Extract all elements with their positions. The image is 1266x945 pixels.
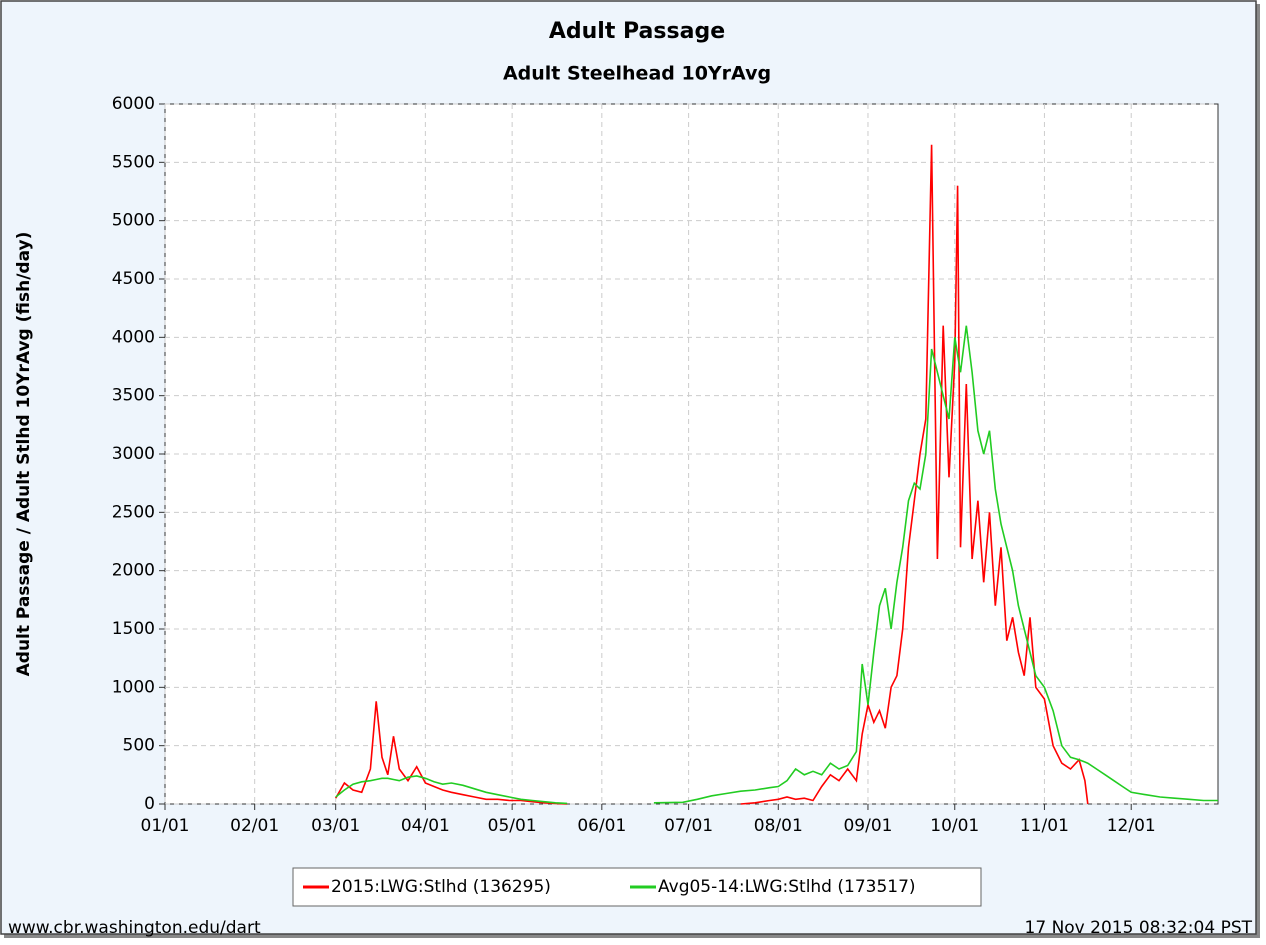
y-tick-label: 3500 — [112, 386, 155, 406]
y-tick-label: 1000 — [112, 677, 155, 697]
legend-label: Avg05-14:LWG:Stlhd (173517) — [658, 877, 916, 897]
x-tick-label: 08/01 — [754, 816, 803, 836]
y-tick-label: 0 — [144, 794, 155, 814]
x-tick-label: 10/01 — [930, 816, 979, 836]
y-tick-label: 2500 — [112, 502, 155, 522]
x-tick-label: 05/01 — [488, 816, 537, 836]
footer-right: 17 Nov 2015 08:32:04 PST — [1025, 918, 1253, 938]
x-tick-label: 09/01 — [843, 816, 892, 836]
y-tick-label: 3000 — [112, 444, 155, 464]
line — [335, 144, 1089, 805]
y-tick-label: 4000 — [112, 327, 155, 347]
y-tick-label: 1500 — [112, 619, 155, 639]
x-tick-label: 11/01 — [1020, 816, 1069, 836]
x-tick-label: 03/01 — [311, 816, 360, 836]
x-tick-label: 06/01 — [577, 816, 626, 836]
chart-subtitle: Adult Steelhead 10YrAvg — [503, 63, 771, 85]
chart-title: Adult Passage — [549, 19, 725, 44]
x-tick-label: 04/01 — [401, 816, 450, 836]
y-tick-label: 5000 — [112, 211, 155, 231]
y-axis-label: Adult Passage / Adult Stlhd 10YrAvg (fis… — [14, 232, 34, 677]
y-tick-label: 500 — [123, 736, 155, 756]
y-tick-label: 2000 — [112, 561, 155, 581]
x-tick-label: 01/01 — [141, 816, 190, 836]
y-tick-label: 4500 — [112, 269, 155, 289]
y-tick-label: 5500 — [112, 152, 155, 172]
x-tick-label: 02/01 — [230, 816, 279, 836]
line — [335, 325, 1218, 805]
x-tick-label: 07/01 — [664, 816, 713, 836]
y-tick-label: 6000 — [112, 94, 155, 114]
legend-label: 2015:LWG:Stlhd (136295) — [331, 877, 551, 897]
footer-left: www.cbr.washington.edu/dart — [8, 918, 261, 938]
x-tick-label: 12/01 — [1107, 816, 1156, 836]
